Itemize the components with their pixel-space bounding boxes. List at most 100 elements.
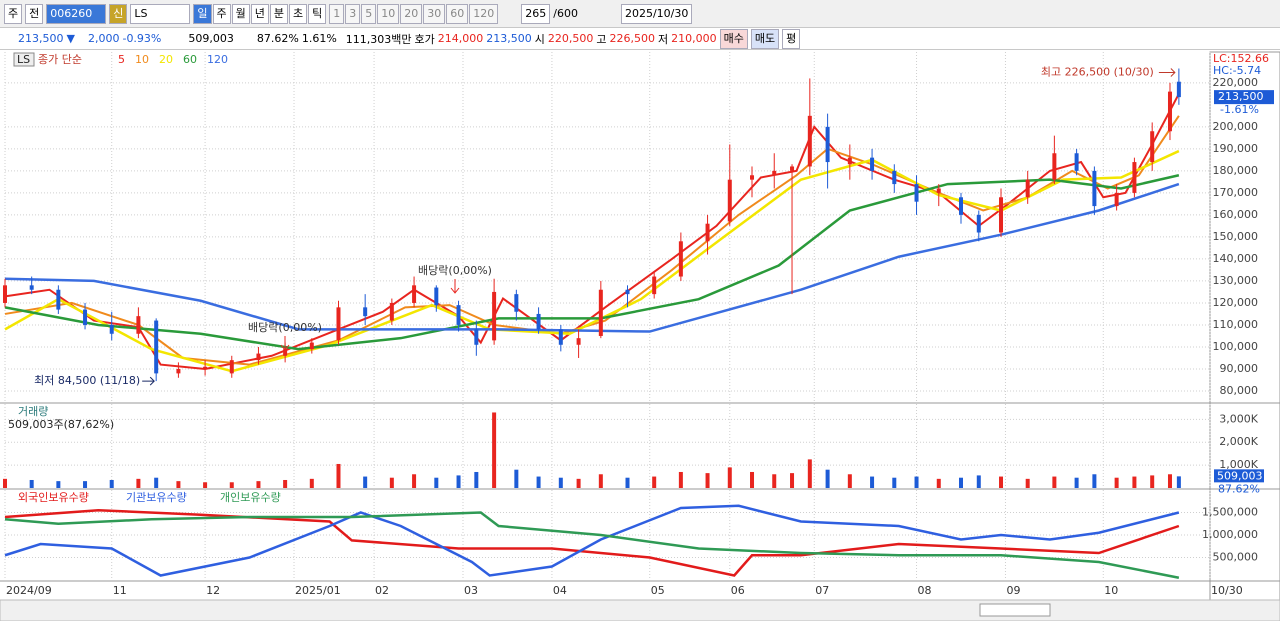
indicator-lc: LC:152.66 — [1213, 52, 1269, 65]
last-change: -1.61% — [1220, 103, 1259, 116]
last-volume-label: 509,003 — [1217, 469, 1263, 482]
avg-button[interactable]: 평 — [782, 28, 801, 49]
candle-body — [1025, 179, 1030, 198]
candle-body — [1052, 153, 1057, 180]
candle-body — [154, 320, 159, 374]
timeframe-button[interactable]: 일 — [193, 3, 212, 24]
volume-bar — [625, 477, 630, 488]
moving-average — [4, 174, 1180, 351]
legend-name: LS — [17, 53, 30, 66]
last-price-label: 213,500 — [1218, 90, 1264, 103]
last-volume-box — [1214, 469, 1264, 483]
legend-entry: 개인보유수량 — [220, 491, 281, 504]
candle-body — [389, 302, 394, 321]
stock-name[interactable]: LS — [130, 3, 191, 24]
timeframe-button[interactable]: 월 — [231, 3, 250, 24]
candle-body — [1092, 170, 1097, 207]
candle-body — [727, 179, 732, 222]
candle-body — [283, 349, 288, 356]
high-label: 고 — [596, 32, 607, 46]
volume-bar — [203, 482, 208, 488]
holding-line — [4, 504, 1180, 577]
candle-body — [256, 353, 261, 361]
x-tick-label: 03 — [464, 584, 478, 597]
buy-button[interactable]: 매수 — [719, 28, 748, 49]
interval-button[interactable]: 120 — [469, 3, 499, 24]
x-tick-label: 10/30 — [1211, 584, 1243, 597]
candle-body — [229, 360, 234, 374]
count-input[interactable]: 265 — [521, 3, 551, 24]
sell-button[interactable]: 매도 — [750, 28, 780, 49]
zoom-slider[interactable] — [979, 603, 1051, 617]
x-tick-label: 07 — [815, 584, 829, 597]
volume-bar — [678, 471, 683, 488]
candle-body — [363, 307, 368, 317]
volume-bar — [790, 473, 795, 488]
low-label: 저 — [658, 32, 669, 46]
x-tick-label: 12 — [206, 584, 220, 597]
credit-badge: 신 — [109, 3, 128, 24]
timeframe-button[interactable]: 초 — [289, 3, 308, 24]
volume-bar — [705, 473, 710, 488]
volume-bar — [363, 476, 368, 488]
volume-bar — [976, 475, 981, 488]
high-annotation: 최고 226,500 (10/30) — [1041, 66, 1154, 79]
x-tick-label: 09 — [1006, 584, 1020, 597]
x-tick-label: 10 — [1104, 584, 1118, 597]
x-tick-label: 2025/01 — [295, 584, 341, 597]
turnover: 1.61% — [301, 32, 337, 45]
candle-body — [336, 307, 341, 341]
volume-bar — [914, 476, 919, 488]
y-tick-label: 200,000 — [1213, 120, 1259, 133]
scroll-bar[interactable] — [0, 599, 1280, 621]
candle-body — [807, 115, 812, 167]
interval-button[interactable]: 60 — [446, 3, 469, 24]
interval-button[interactable]: 3 — [345, 3, 361, 24]
interval-button[interactable]: 5 — [361, 3, 377, 24]
candle-body — [678, 241, 683, 277]
volume-bar — [1167, 474, 1172, 488]
candle-body — [1132, 162, 1137, 193]
interval-button[interactable]: 20 — [400, 3, 423, 24]
legend-entry: 20 — [159, 53, 173, 66]
timeframe-button[interactable]: 분 — [269, 3, 288, 24]
legend-title: 종가 단순 — [38, 53, 82, 66]
legend-box — [13, 52, 35, 67]
volume-bar — [1074, 477, 1079, 488]
x-tick-label: 05 — [651, 584, 665, 597]
candle-body — [29, 285, 34, 290]
low-arrow — [142, 376, 155, 386]
candle-body — [847, 157, 852, 165]
dividend-arrow — [280, 336, 290, 351]
volume-bar — [892, 477, 897, 488]
timeframe-button[interactable]: 년 — [250, 3, 269, 24]
candle-body — [652, 276, 657, 295]
code-input[interactable]: 006260 — [46, 3, 107, 24]
volume-bar — [870, 476, 875, 488]
candle-body — [176, 368, 181, 374]
holding-line — [4, 511, 1180, 579]
volume-bar — [936, 478, 941, 488]
bid: 213,500 — [486, 32, 532, 45]
interval-button[interactable]: 30 — [423, 3, 446, 24]
timeframe-button[interactable]: 틱 — [308, 3, 327, 24]
prev-button[interactable]: 전 — [25, 3, 44, 24]
period-unit[interactable]: 주 — [4, 3, 23, 24]
y-tick-label: 150,000 — [1213, 230, 1259, 243]
y-tick-label: 80,000 — [1220, 384, 1259, 397]
volume-bar — [176, 481, 181, 488]
volume-bar — [434, 477, 439, 488]
date-input[interactable]: 2025/10/30 — [620, 3, 693, 24]
candle-body — [750, 175, 755, 180]
arrow: ▼ — [66, 32, 75, 45]
timeframe-button[interactable]: 주 — [212, 3, 231, 24]
interval-button[interactable]: 1 — [329, 3, 345, 24]
volume-bar — [3, 478, 7, 488]
interval-button[interactable]: 10 — [377, 3, 400, 24]
candle-body — [625, 289, 630, 295]
panel-subtitle: 509,003주(87,62%) — [8, 418, 114, 431]
volume-bar — [847, 474, 852, 488]
low: 210,000 — [671, 32, 717, 45]
last-volume-ratio: 87.62% — [1218, 482, 1260, 495]
volume-bar — [1025, 478, 1030, 488]
